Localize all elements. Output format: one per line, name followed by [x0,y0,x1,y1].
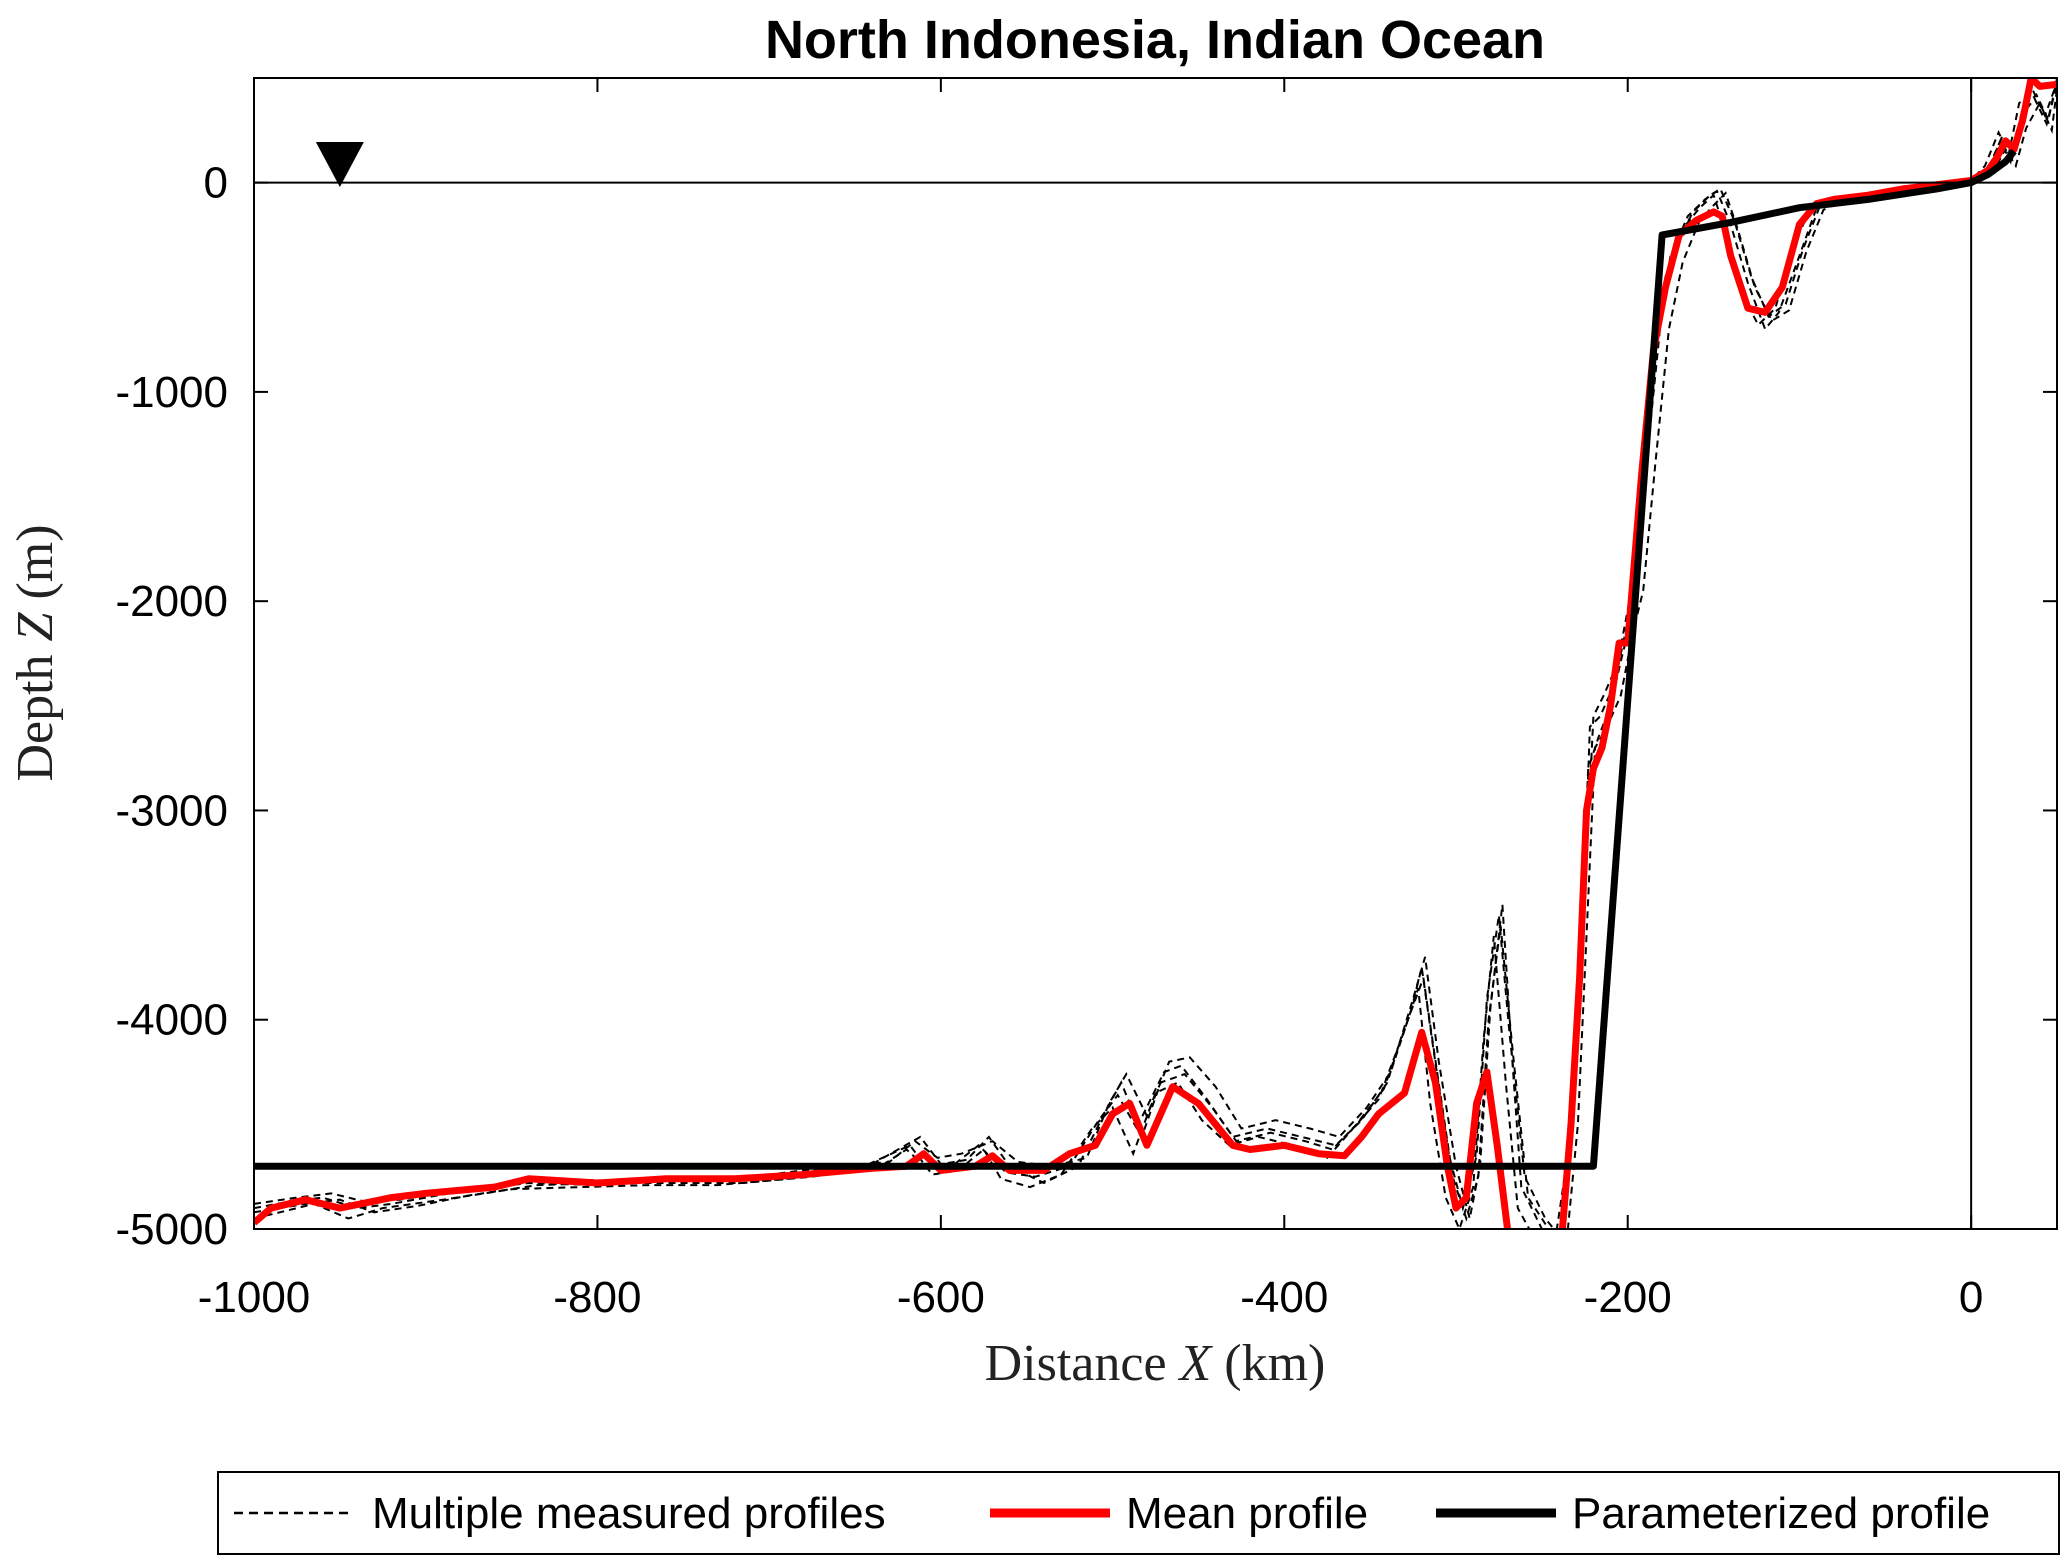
y-axis-label-prefix: Depth [7,654,64,781]
y-tick-label: -3000 [115,786,228,835]
plot-area-frame [253,77,2058,1230]
y-tick-label: -5000 [115,1205,228,1254]
x-tick-label: -200 [1584,1273,1672,1322]
chart-title: North Indonesia, Indian Ocean [765,10,1545,70]
y-tick-label: -4000 [115,996,228,1045]
x-tick-label: -800 [553,1273,641,1322]
legend-label-mean: Mean profile [1126,1489,1368,1538]
x-tick-label: -400 [1240,1273,1328,1322]
x-axis: -1000 -800 -600 -400 -200 0 [198,78,1983,1322]
y-axis-label: Depth Z (m) [7,524,64,781]
x-axis-label-unit: (km) [1224,1335,1325,1392]
mean-profile-line [254,78,2057,1229]
x-tick-label: 0 [1959,1273,1983,1322]
y-axis-label-variable: Z [7,611,64,641]
legend-label-parameterized: Parameterized profile [1572,1489,1990,1538]
y-tick-label: 0 [204,159,228,208]
parameterized-profile-line [254,148,2017,1170]
y-axis-label-unit: (m) [7,524,64,599]
x-tick-label: -600 [897,1273,985,1322]
legend-box [217,1471,2060,1555]
x-axis-label: Distance X (km) [985,1335,1326,1392]
legend: Multiple measured profiles Mean profile … [217,1471,2060,1555]
measured-profile-line-3 [254,81,2057,1229]
sea-level-marker-icon [315,141,364,187]
legend-label-measured: Multiple measured profiles [372,1489,886,1538]
x-tick-label: -1000 [198,1273,311,1322]
measured-profile-line-2 [254,88,2057,1229]
reference-lines [254,78,2057,1229]
y-tick-label: -2000 [115,577,228,626]
series-layer [254,78,2057,1229]
y-axis: 0 -1000 -2000 -3000 -4000 -5000 [115,159,2057,1254]
x-axis-label-variable: X [1178,1335,1214,1392]
marker-layer [315,141,364,187]
x-axis-label-prefix: Distance [985,1335,1167,1392]
y-tick-label: -1000 [115,368,228,417]
measured-profile-line-1 [254,78,2057,1229]
